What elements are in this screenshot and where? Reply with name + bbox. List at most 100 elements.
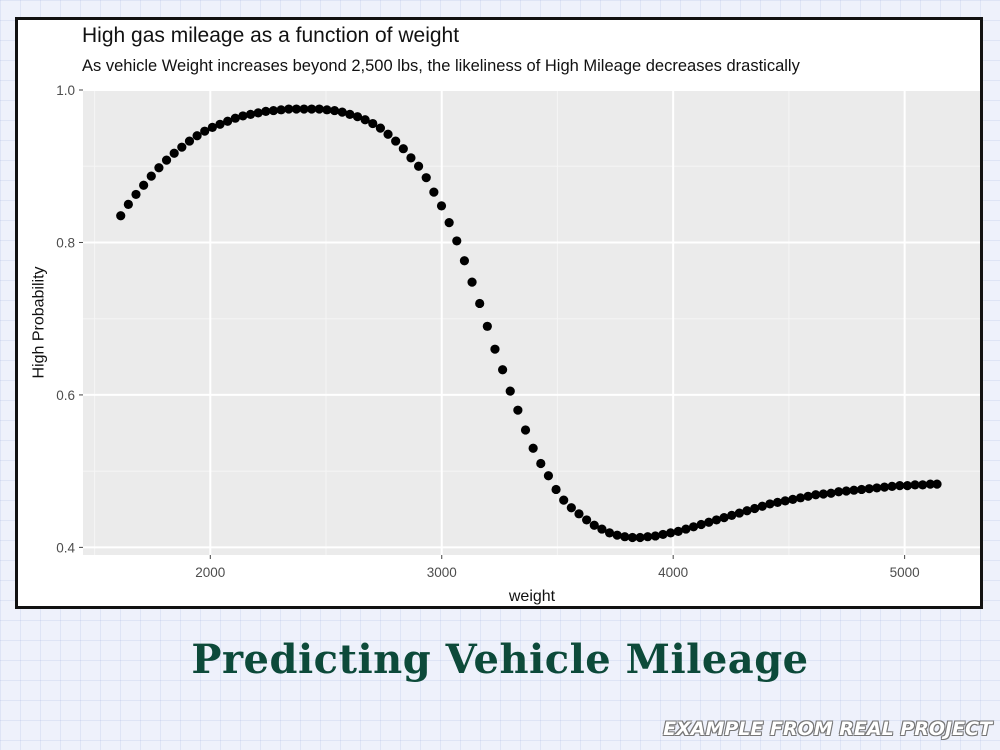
data-point	[803, 491, 813, 501]
data-point	[253, 108, 263, 118]
data-point	[727, 510, 737, 520]
data-point	[688, 522, 699, 532]
data-point	[910, 480, 920, 490]
data-point	[444, 218, 454, 228]
data-point	[475, 298, 485, 309]
data-point	[559, 495, 569, 505]
data-point	[795, 493, 806, 503]
data-point	[574, 509, 584, 519]
data-point	[666, 528, 676, 538]
data-point	[849, 485, 859, 495]
data-point	[566, 503, 576, 513]
data-point	[772, 497, 783, 508]
data-point	[169, 148, 179, 158]
data-point	[811, 490, 821, 500]
data-point	[116, 211, 126, 221]
x-tick-label: 5000	[890, 565, 920, 580]
data-point	[467, 277, 477, 287]
data-point	[482, 321, 492, 331]
data-point	[345, 109, 355, 119]
data-point	[192, 131, 202, 141]
data-point	[673, 526, 683, 536]
data-point	[368, 118, 378, 129]
data-point	[329, 105, 340, 116]
data-point	[658, 529, 668, 540]
data-point	[543, 471, 554, 481]
data-point	[681, 524, 691, 534]
page-caption: Predicting Vehicle Mileage	[191, 636, 809, 683]
data-point	[841, 486, 851, 496]
data-point	[711, 515, 722, 525]
minor-gridlines	[83, 90, 980, 555]
data-point	[268, 105, 279, 116]
data-point	[879, 482, 890, 492]
y-tick-label: 0.8	[56, 235, 75, 250]
data-point	[299, 104, 309, 114]
chart-subtitle: As vehicle Weight increases beyond 2,500…	[82, 57, 800, 75]
data-point	[528, 443, 538, 453]
plot-panel	[83, 90, 980, 555]
data-point	[245, 109, 256, 119]
data-point	[490, 344, 500, 354]
data-point	[650, 531, 660, 541]
data-point	[200, 126, 210, 136]
data-point	[932, 479, 942, 489]
data-point	[123, 199, 133, 209]
data-point	[620, 532, 630, 542]
data-point	[429, 187, 439, 197]
data-point	[406, 153, 416, 163]
data-point	[696, 519, 706, 530]
data-point	[742, 506, 752, 516]
data-point	[230, 113, 240, 123]
y-tick-label: 1.0	[56, 83, 75, 98]
data-point	[757, 501, 767, 511]
data-point	[520, 425, 531, 435]
data-point	[780, 496, 790, 506]
data-point	[627, 532, 638, 543]
y-tick-label: 0.4	[56, 540, 75, 555]
data-point	[459, 256, 470, 266]
data-point	[215, 119, 225, 129]
data-point	[925, 479, 935, 489]
data-point	[765, 499, 775, 509]
data-point	[322, 105, 332, 115]
x-tick-label: 4000	[658, 565, 688, 580]
data-point	[704, 517, 714, 527]
x-tick-label: 3000	[427, 565, 457, 580]
data-point	[612, 530, 622, 540]
data-point	[421, 173, 431, 183]
data-point	[513, 405, 523, 415]
data-point	[375, 123, 386, 133]
data-point	[413, 161, 424, 171]
data-point	[589, 520, 599, 530]
data-point	[734, 508, 744, 518]
data-point	[826, 488, 836, 498]
data-point	[872, 483, 882, 493]
data-point	[887, 481, 897, 491]
data-point	[177, 142, 187, 152]
data-point	[139, 180, 149, 190]
data-point	[207, 122, 217, 132]
y-axis-label: High Probability	[31, 266, 48, 378]
data-point	[337, 107, 347, 117]
data-point	[238, 111, 248, 121]
data-point	[536, 458, 546, 469]
data-point	[383, 129, 393, 139]
data-point	[436, 201, 447, 211]
data-point	[604, 528, 615, 538]
chart-title: High gas mileage as a function of weight	[82, 24, 460, 47]
data-point	[261, 106, 271, 116]
data-point	[276, 105, 286, 115]
data-point	[719, 513, 729, 523]
data-point	[818, 489, 828, 499]
data-point	[452, 236, 462, 246]
data-point	[146, 171, 156, 181]
data-point	[635, 532, 645, 543]
axis-ticks: 2000 3000 4000 5000 0.4 0.6 0.8 1.0	[56, 83, 919, 580]
data-point	[750, 503, 760, 514]
data-point	[856, 484, 867, 495]
data-point	[360, 115, 370, 125]
data-points	[116, 104, 942, 543]
data-point	[597, 524, 607, 534]
major-gridlines	[83, 89, 980, 555]
